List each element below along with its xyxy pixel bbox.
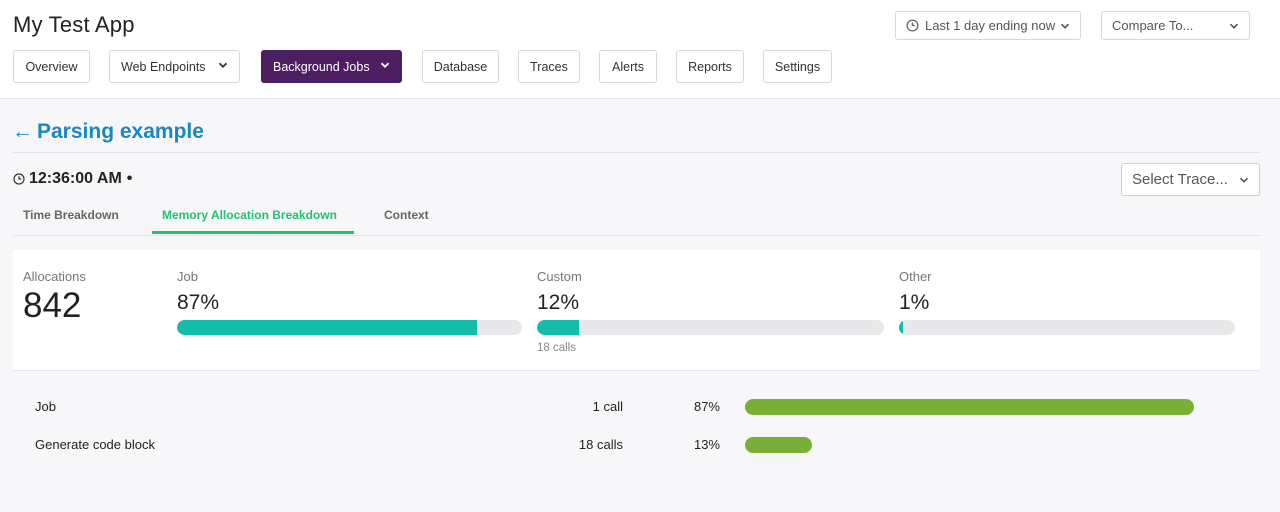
tab-memory-allocation-breakdown[interactable]: Memory Allocation Breakdown: [152, 208, 354, 234]
custom-progress-fill: [537, 320, 579, 335]
chevron-down-icon: [1060, 21, 1070, 31]
nav-background-jobs[interactable]: Background Jobs: [261, 50, 402, 83]
nav-database[interactable]: Database: [422, 50, 499, 83]
tabs-divider: [13, 235, 1260, 236]
breakdown-percent: 13%: [693, 437, 720, 452]
time-range-dropdown[interactable]: Last 1 day ending now: [895, 11, 1081, 40]
breakdown-calls: 1 call: [592, 399, 623, 414]
custom-label: Custom: [537, 269, 582, 284]
job-value: 87%: [177, 291, 220, 314]
other-progress-bar: [899, 320, 1235, 335]
breakdown-bar: [745, 437, 812, 453]
trace-timestamp: 12:36:00 AM •: [13, 170, 132, 188]
other-value: 1%: [899, 291, 930, 314]
heading-divider: [13, 152, 1260, 153]
allocations-value: 842: [23, 286, 82, 325]
job-progress-fill: [177, 320, 478, 335]
time-range-label: Last 1 day ending now: [925, 18, 1056, 33]
breakdown-name: Generate code block: [35, 437, 155, 452]
breakdown-bar: [745, 399, 1194, 415]
select-trace-dropdown[interactable]: Select Trace...: [1121, 163, 1260, 196]
allocations-label: Allocations: [23, 269, 86, 284]
nav-settings[interactable]: Settings: [763, 50, 832, 83]
page-title: Parsing example: [37, 120, 204, 143]
chevron-down-icon: [218, 60, 228, 70]
compare-label: Compare To...: [1112, 18, 1194, 33]
breakdown-row[interactable]: Generate code block 18 calls 13%: [13, 427, 1260, 463]
custom-calls-note: 18 calls: [537, 342, 576, 354]
breakdown-name: Job: [35, 399, 56, 414]
compare-dropdown[interactable]: Compare To...: [1101, 11, 1250, 40]
other-progress-fill: [899, 320, 904, 335]
breakdown-percent: 87%: [693, 399, 720, 414]
nav-reports[interactable]: Reports: [676, 50, 744, 83]
arrow-left-icon: ←: [12, 120, 33, 143]
nav-background-jobs-label: Background Jobs: [273, 59, 370, 74]
nav-web-endpoints-label: Web Endpoints: [121, 59, 206, 74]
timestamp-separator: •: [126, 170, 133, 187]
allocation-summary-card: Allocations 842 Job 87% Custom 12% 18 ca…: [13, 250, 1260, 371]
select-trace-label: Select Trace...: [1132, 171, 1228, 188]
breakdown-row[interactable]: Job 1 call 87%: [13, 389, 1260, 425]
nav-overview[interactable]: Overview: [13, 50, 90, 83]
nav-web-endpoints[interactable]: Web Endpoints: [109, 50, 240, 83]
chevron-down-icon: [1239, 175, 1249, 185]
chevron-down-icon: [380, 60, 390, 70]
breakdown-calls: 18 calls: [578, 437, 623, 452]
chevron-down-icon: [1229, 21, 1239, 31]
job-label: Job: [177, 269, 198, 284]
clock-icon: [13, 173, 25, 185]
nav-traces[interactable]: Traces: [518, 50, 580, 83]
job-progress-bar: [177, 320, 522, 335]
tab-time-breakdown[interactable]: Time Breakdown: [23, 208, 119, 222]
timestamp-text: 12:36:00 AM: [29, 170, 122, 187]
clock-icon: [906, 19, 919, 32]
back-link[interactable]: ← Parsing example: [12, 120, 204, 144]
custom-progress-bar: [537, 320, 884, 335]
tab-context[interactable]: Context: [384, 208, 429, 222]
nav-alerts[interactable]: Alerts: [599, 50, 657, 83]
custom-value: 12%: [537, 291, 580, 314]
top-bar: My Test App Last 1 day ending now Compar…: [0, 0, 1280, 99]
app-title: My Test App: [13, 12, 135, 37]
other-label: Other: [899, 269, 932, 284]
